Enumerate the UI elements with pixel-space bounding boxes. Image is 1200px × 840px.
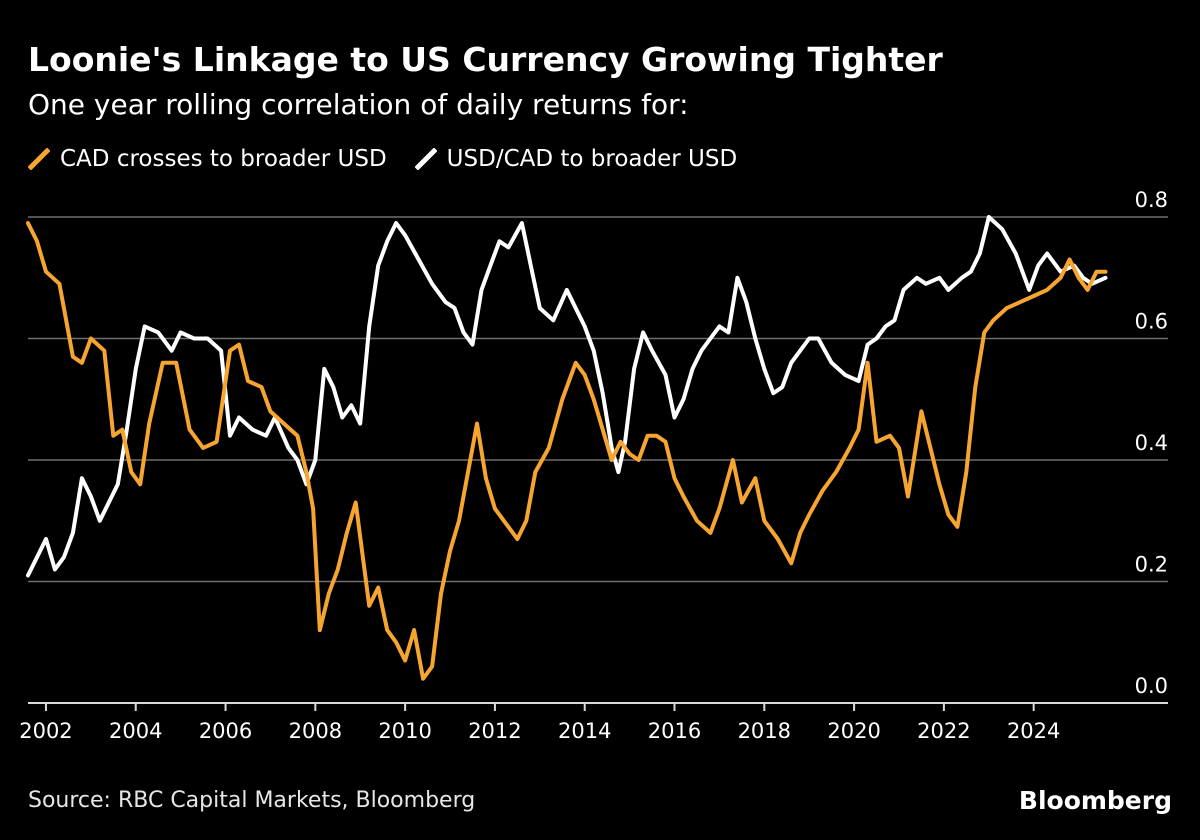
gridlines	[28, 216, 1168, 583]
y-tick-label: 0.0	[1135, 674, 1168, 698]
x-tick-label: 2024	[1007, 719, 1060, 743]
source-note: Source: RBC Capital Markets, Bloomberg	[28, 788, 476, 813]
series-lines	[26, 215, 1108, 681]
x-tick-label: 2008	[289, 719, 342, 743]
legend-swatch-cad-crosses-mark	[28, 148, 50, 170]
legend-item-usdcad: USD/CAD to broader USD	[414, 146, 738, 172]
chart-subtitle: One year rolling correlation of daily re…	[28, 88, 689, 121]
x-tick-label: 2012	[468, 719, 521, 743]
x-tick-label: 2004	[109, 719, 162, 743]
legend: CAD crosses to broader USD USD/CAD to br…	[28, 146, 765, 172]
legend-item-cad-crosses: CAD crosses to broader USD	[28, 146, 387, 172]
x-tick-label: 2002	[19, 719, 72, 743]
legend-label-cad-crosses: CAD crosses to broader USD	[60, 146, 387, 172]
chart-title: Loonie's Linkage to US Currency Growing …	[28, 40, 943, 79]
legend-swatch-cad-crosses	[28, 148, 50, 170]
series-line-cad-crosses	[26, 221, 1108, 681]
y-tick-label: 0.4	[1135, 431, 1168, 455]
x-tick-label: 2018	[738, 719, 791, 743]
x-tick-label: 2022	[917, 719, 970, 743]
x-tick-label: 2006	[199, 719, 252, 743]
x-tick-label: 2020	[827, 719, 880, 743]
bloomberg-logo: Bloomberg	[1018, 786, 1172, 815]
y-tick-label: 0.8	[1135, 188, 1168, 212]
legend-swatch-usdcad	[414, 148, 437, 170]
y-tick-label: 0.2	[1135, 553, 1168, 577]
x-tick-label: 2014	[558, 719, 611, 743]
x-tick-label: 2016	[648, 719, 701, 743]
y-tick-label: 0.6	[1135, 310, 1168, 334]
x-tick-label: 2010	[378, 719, 431, 743]
series-line-usdcad	[26, 215, 1108, 578]
legend-label-usdcad: USD/CAD to broader USD	[446, 146, 738, 172]
legend-swatch-usdcad-mark	[414, 148, 437, 170]
axes: 0.0 0.2 0.4 0.6 0.8 2002 2004 2006 2008 2010 2012 2…	[19, 188, 1168, 743]
